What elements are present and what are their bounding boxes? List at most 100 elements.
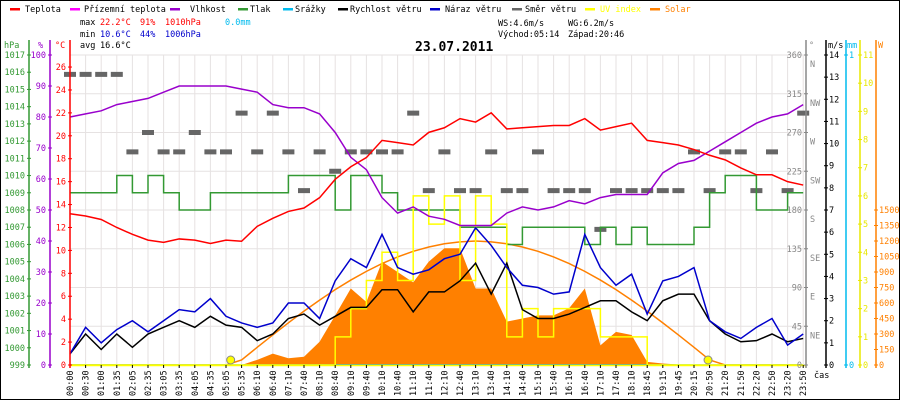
humidity-tick-label: 80 <box>36 113 46 123</box>
wind-direction-mark <box>469 188 482 194</box>
x-tick-label: 23:20 <box>784 370 794 396</box>
temperature-tick-label: 26 <box>56 63 66 73</box>
solar-tick-label: 300 <box>879 330 894 340</box>
uv-tick-label: 2 <box>863 305 868 315</box>
legend-label: Vlhkost <box>190 5 226 15</box>
stat-wind-speed: WS:4.6m/s <box>498 19 544 29</box>
x-tick-label: 06:10 <box>253 370 263 396</box>
humidity-tick-label: 100 <box>31 51 46 61</box>
direction-axis-title: ° <box>809 41 814 51</box>
wind-tick-label: 2 <box>829 317 834 327</box>
legend-label: Solar <box>665 5 691 15</box>
direction-tick-label: 135 <box>787 245 802 255</box>
wind-tick-label: 8 <box>829 184 834 194</box>
wind-direction-mark <box>438 149 451 155</box>
x-tick-label: 16:40 <box>581 370 591 396</box>
x-tick-label: 13:10 <box>472 370 482 396</box>
pressure-tick-label: 1015 <box>5 85 25 95</box>
plot-area <box>64 71 810 367</box>
wind-tick-label: 7 <box>829 206 834 216</box>
uv-tick-label: 11 <box>863 51 873 61</box>
x-tick-label: 04:05 <box>191 370 201 396</box>
wind-tick-label: 1 <box>829 339 834 349</box>
wind-direction-mark <box>344 149 357 155</box>
legend-swatch <box>283 8 293 11</box>
x-tick-label: 05:05 <box>222 370 232 396</box>
stat-wind-gust: WG:6.2m/s <box>568 19 614 29</box>
sunset-marker-icon <box>703 355 713 365</box>
x-tick-label: 02:35 <box>144 370 154 396</box>
x-tick-label: 11:10 <box>409 370 419 396</box>
wind-direction-mark <box>516 188 529 194</box>
humidity-tick-label: 10 <box>36 330 46 340</box>
solar-tick-label: 600 <box>879 299 894 309</box>
solar-area <box>70 248 804 365</box>
stat-sunset: Západ:20:46 <box>568 30 624 40</box>
stat-avg-temp: 16.6°C <box>100 41 131 51</box>
wind-tick-label: 10 <box>829 140 839 150</box>
solar-tick-label: 0 <box>879 361 884 371</box>
temperature-tick-label: 16 <box>56 178 66 188</box>
uv-tick-label: 5 <box>863 220 868 230</box>
wind-direction-mark <box>95 71 108 77</box>
chart-title: 23.07.2011 <box>415 40 493 55</box>
wind-direction-mark <box>235 110 248 116</box>
wind-direction-mark <box>298 188 310 194</box>
legend-swatch <box>512 8 522 11</box>
x-tick-label: 07:10 <box>284 370 294 396</box>
humidity-tick-label: 20 <box>36 299 46 309</box>
direction-compass-label: S <box>810 215 815 225</box>
wind-direction-mark <box>251 149 264 155</box>
wind-direction-mark <box>625 188 638 194</box>
wind-direction-mark <box>422 188 435 194</box>
x-tick-label: 19:15 <box>659 370 669 396</box>
direction-compass-label: NE <box>810 331 820 341</box>
wind-direction-mark <box>407 110 420 116</box>
x-tick-label: 14:10 <box>503 370 513 396</box>
wind-tick-label: 6 <box>829 228 834 238</box>
uv-tick-label: 8 <box>863 136 868 146</box>
pressure-tick-label: 1007 <box>5 223 25 233</box>
legend-label: Směr větru <box>525 5 576 15</box>
wind-direction-mark <box>313 149 326 155</box>
rain-tick-label: 1 <box>849 51 854 61</box>
pressure-tick-label: 1000 <box>5 344 25 354</box>
wind-direction-mark <box>376 149 388 155</box>
legend-swatch <box>585 8 595 11</box>
humidity-tick-label: 70 <box>36 144 46 154</box>
legend-label: Náraz větru <box>445 5 501 15</box>
legend-swatch <box>430 8 440 11</box>
wind-direction-mark <box>79 71 92 77</box>
sunrise-marker-icon <box>226 355 236 365</box>
solar-axis-title: W <box>878 41 884 51</box>
stat-min-temp: 10.6°C <box>100 30 131 40</box>
direction-compass-label: NW <box>810 99 821 109</box>
stat-sunrise: Východ:05:14 <box>498 30 559 40</box>
legend-label: Srážky <box>295 5 326 15</box>
x-tick-label: 02:05 <box>128 370 138 396</box>
direction-compass-label: SE <box>810 254 820 264</box>
temperature-tick-label: 14 <box>56 201 66 211</box>
pressure-tick-label: 1009 <box>5 189 25 199</box>
humidity-axis-title: % <box>38 41 43 51</box>
stat-max-humidity: 91% <box>140 18 155 28</box>
humidity-line <box>69 85 804 227</box>
direction-compass-label: N <box>810 60 815 70</box>
direction-tick-label: 0 <box>797 361 802 371</box>
wind-tick-label: 12 <box>829 95 839 105</box>
x-tick-label: 14:40 <box>518 370 528 396</box>
wind-direction-mark <box>360 149 373 155</box>
pressure-tick-label: 1014 <box>5 103 25 113</box>
solar-tick-label: 750 <box>879 284 894 294</box>
direction-tick-label: 90 <box>792 284 802 294</box>
wind-tick-label: 0 <box>829 361 834 371</box>
wind-direction-mark <box>766 149 778 155</box>
pressure-tick-label: 1002 <box>5 309 25 319</box>
wind-direction-mark <box>563 188 576 194</box>
temperature-tick-label: 0 <box>61 361 66 371</box>
wind-direction-mark <box>656 188 669 194</box>
wind-speed-line <box>69 261 804 355</box>
legend-item: UV index <box>585 5 641 15</box>
x-tick-label: 16:10 <box>565 370 575 396</box>
